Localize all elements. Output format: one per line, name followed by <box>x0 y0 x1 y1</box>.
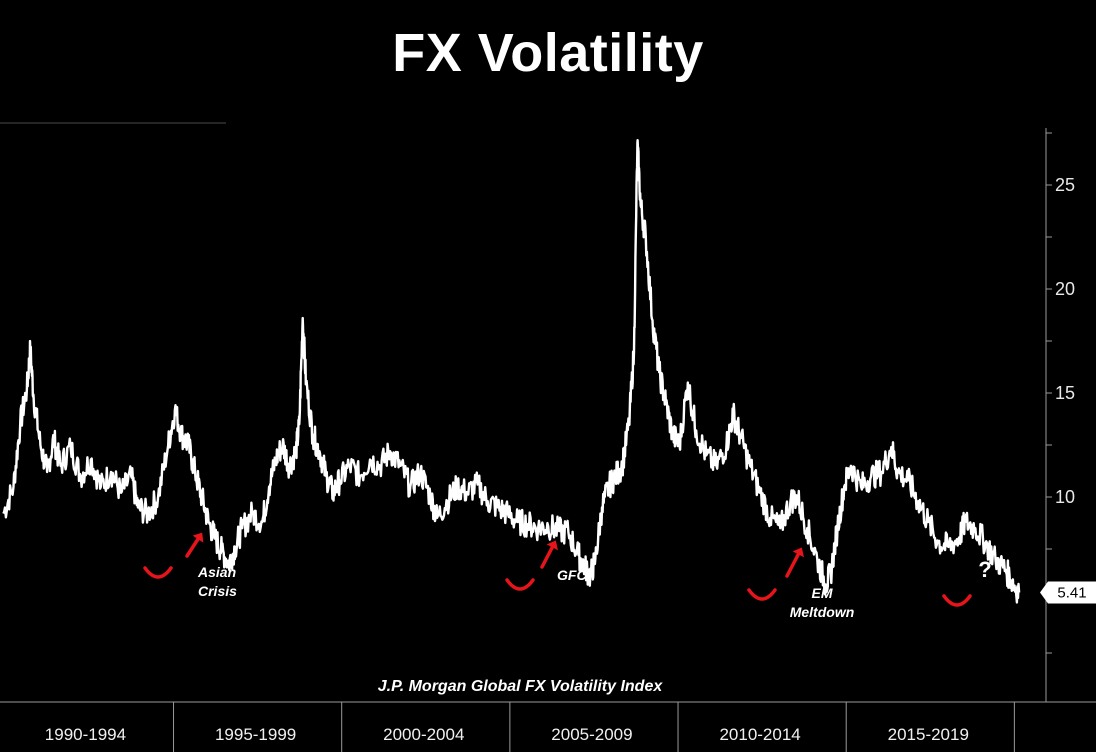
rebound-arrow-head <box>546 540 558 551</box>
y-tick-label: 10 <box>1055 487 1075 507</box>
series-line <box>2 139 1021 604</box>
y-tick-label: 25 <box>1055 175 1075 195</box>
rebound-arrow-head <box>192 532 204 543</box>
trough-marker <box>143 566 173 579</box>
rebound-arrow <box>540 542 556 569</box>
series-layer <box>2 139 1021 604</box>
trough-marker <box>505 578 535 591</box>
last-value-label: 5.41 <box>1057 584 1086 601</box>
y-tick-label: 15 <box>1055 383 1075 403</box>
annotation-label: Asian <box>197 564 236 580</box>
x-tick-label: 1990-1994 <box>45 725 126 744</box>
x-tick-label: 2000-2004 <box>383 725 464 744</box>
last-value-tag <box>1040 581 1096 604</box>
annotation-label: Meltdown <box>790 604 855 620</box>
axes: 10 15 20 25 1990-1994 1995-1999 2000-2004 2005-… <box>0 122 1096 752</box>
source-note: J.P. Morgan Global FX Volatility Index <box>378 678 664 695</box>
rebound-arrow <box>785 549 802 578</box>
question-mark-label: ? <box>978 557 991 582</box>
x-tick-label: 1995-1999 <box>215 725 296 744</box>
x-tick-label: 2005-2009 <box>551 725 632 744</box>
trough-marker <box>942 594 972 607</box>
x-tick-label: 2010-2014 <box>719 725 800 744</box>
trough-marker <box>747 588 777 601</box>
annotation-label: EM <box>812 585 833 601</box>
annotation-label: GFC <box>557 567 587 583</box>
x-tick-label: 2015-2019 <box>888 725 969 744</box>
annotations-layer: Asian Crisis GFC EM Meltdown? <box>143 532 992 620</box>
rebound-arrow-head <box>792 547 804 558</box>
rebound-arrow <box>185 534 202 558</box>
chart-title: FX Volatility <box>392 23 704 83</box>
y-tick-label: 20 <box>1055 279 1075 299</box>
annotation-label: Crisis <box>198 583 237 599</box>
